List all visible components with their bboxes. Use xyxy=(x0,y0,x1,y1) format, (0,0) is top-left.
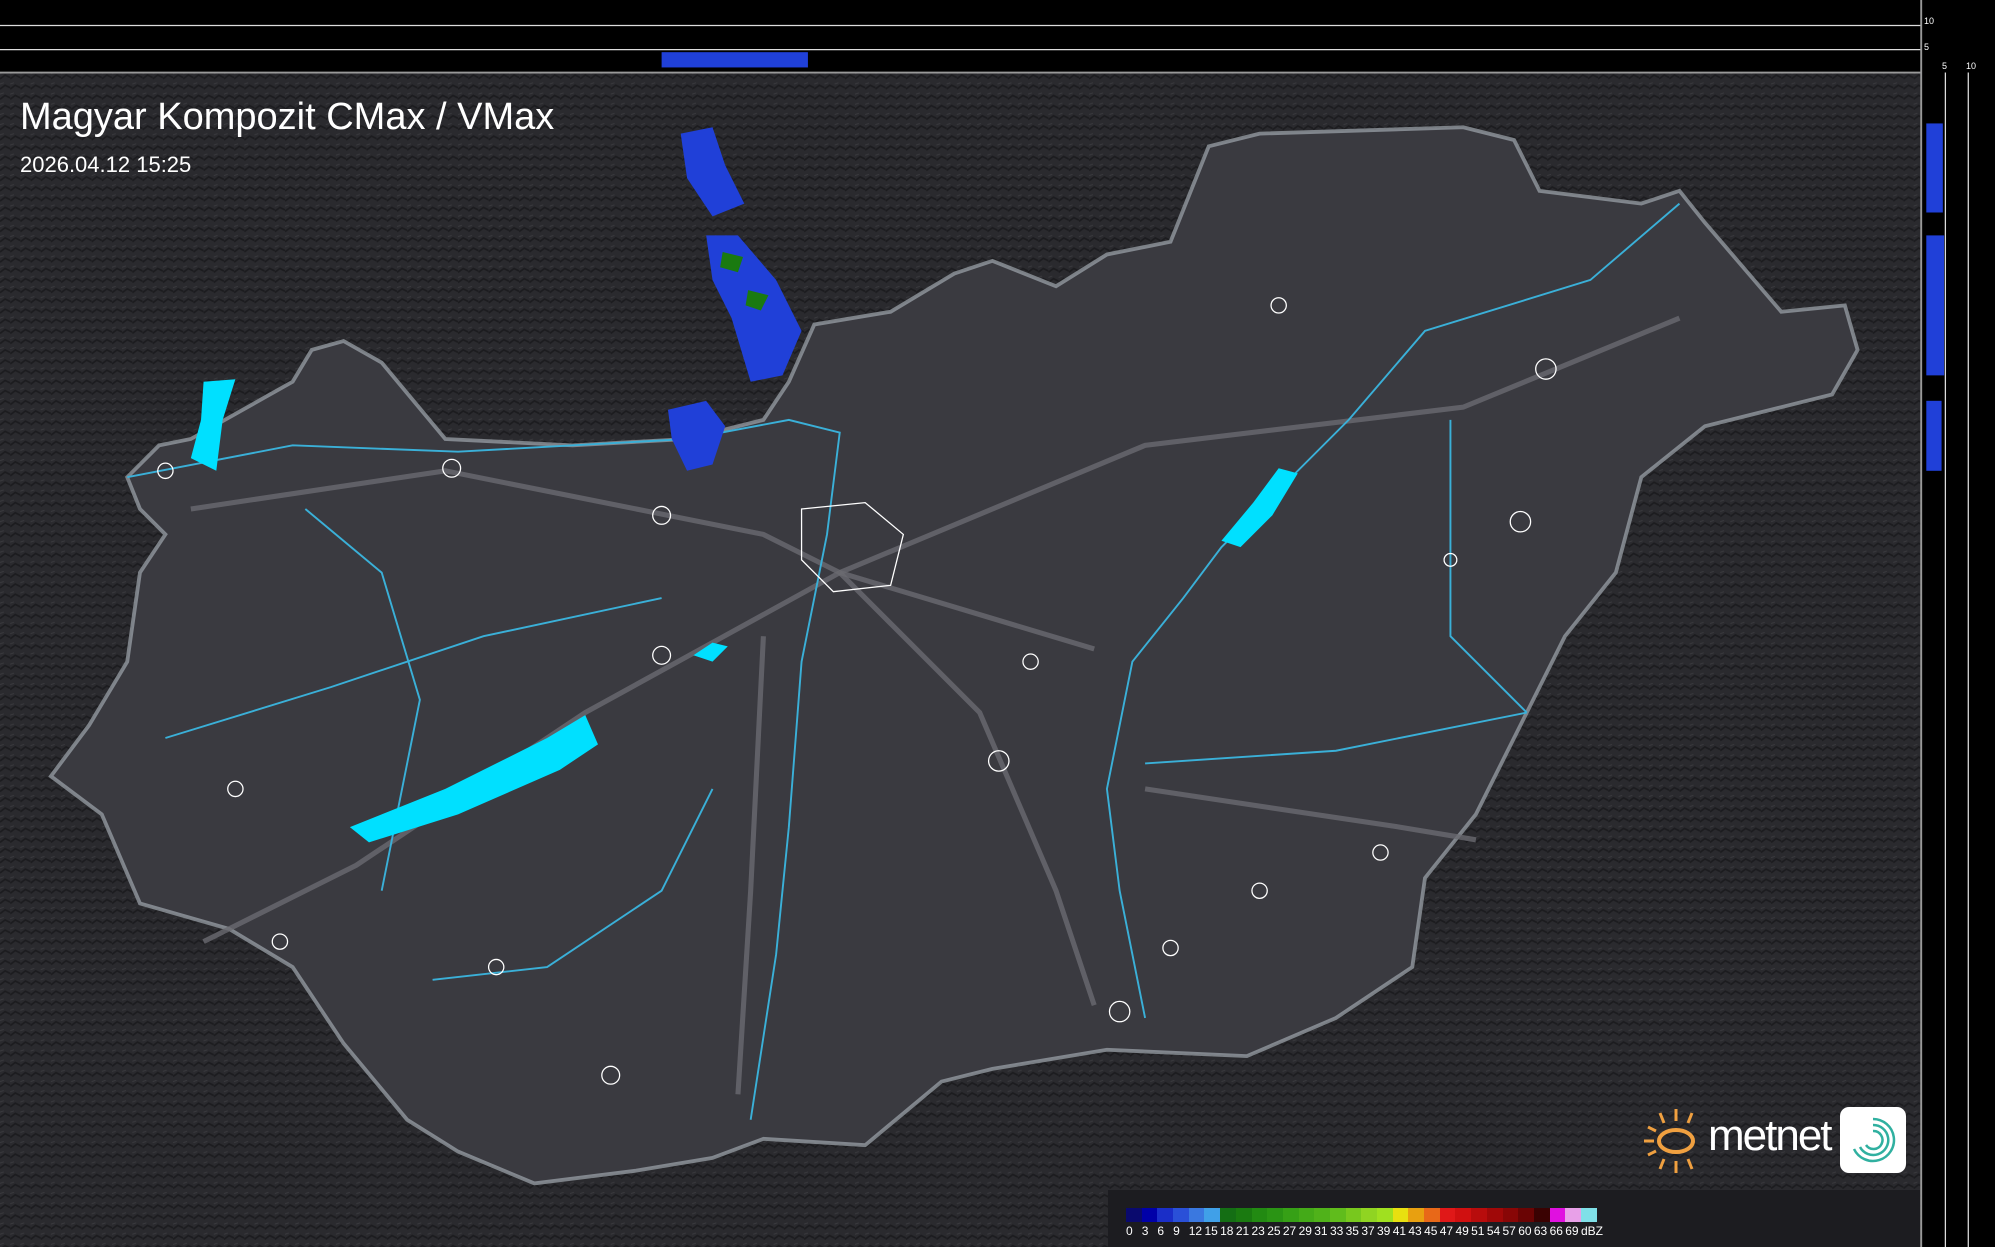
legend-swatch xyxy=(1471,1208,1487,1222)
legend-label: 57 xyxy=(1502,1224,1516,1238)
legend-color-bar xyxy=(1126,1208,1597,1222)
city-outlines xyxy=(157,297,1557,1085)
right-axis-tick: 10 xyxy=(1966,61,1977,71)
legend-swatch xyxy=(1565,1208,1581,1222)
legend-swatch xyxy=(1157,1208,1174,1222)
legend-swatch xyxy=(1298,1208,1315,1222)
hungary-country xyxy=(48,125,1860,1186)
legend-label: 12 xyxy=(1188,1224,1203,1238)
legend-label: 27 xyxy=(1282,1224,1297,1238)
legend-label: 54 xyxy=(1486,1224,1501,1238)
legend-swatch xyxy=(1408,1208,1425,1222)
sun-icon xyxy=(1644,1109,1695,1173)
legend-swatch xyxy=(1533,1208,1550,1222)
rivers xyxy=(127,202,1681,1120)
legend-label: 63 xyxy=(1533,1224,1548,1238)
legend-label: 21 xyxy=(1235,1224,1250,1238)
legend-label: 49 xyxy=(1455,1224,1469,1238)
legend-swatch xyxy=(1392,1208,1409,1222)
legend-swatch xyxy=(1235,1208,1252,1222)
legend-swatch xyxy=(1439,1208,1456,1222)
legend-label: 39 xyxy=(1377,1224,1391,1238)
legend-swatch xyxy=(1126,1208,1142,1222)
radar-echoes xyxy=(667,127,802,471)
legend-labels: 0 3 6 9 12 15 18 21 23 25 27 29 31 33 35 37 39 41 43 45 47 49… xyxy=(1126,1224,1603,1238)
legend-label: 15 xyxy=(1204,1224,1218,1238)
legend-label: 9 xyxy=(1173,1224,1180,1238)
lake-tisza xyxy=(1221,468,1298,548)
right-profile-echo xyxy=(1926,123,1945,471)
legend-label: 45 xyxy=(1424,1224,1438,1238)
legend-label: 25 xyxy=(1267,1224,1281,1238)
logo-brand-text: metnet xyxy=(1708,1111,1833,1160)
legend-label: 66 xyxy=(1549,1224,1563,1238)
legend-label: 47 xyxy=(1439,1224,1454,1238)
legend-swatch xyxy=(1204,1208,1221,1222)
lake-ferto xyxy=(190,379,236,471)
legend-swatch xyxy=(1267,1208,1283,1222)
legend-swatch xyxy=(1141,1208,1158,1222)
legend-label: 3 xyxy=(1141,1224,1149,1238)
legend-swatch xyxy=(1377,1208,1393,1222)
top-axis-tick: 10 xyxy=(1924,16,1935,26)
legend-label: 41 xyxy=(1392,1224,1407,1238)
legend-label: 35 xyxy=(1345,1224,1359,1238)
legend-label: 6 xyxy=(1157,1224,1165,1238)
legend-swatch xyxy=(1282,1208,1299,1222)
top-profile-panel xyxy=(0,0,1922,73)
legend-swatch xyxy=(1518,1208,1534,1222)
legend-label: 37 xyxy=(1361,1224,1375,1238)
lake-balaton xyxy=(349,715,598,843)
legend-label: 0 xyxy=(1126,1224,1133,1238)
legend-swatch xyxy=(1314,1208,1330,1222)
legend-swatch xyxy=(1549,1208,1566,1222)
legend-swatch xyxy=(1188,1208,1205,1222)
legend-label: 60 xyxy=(1518,1224,1532,1238)
metnet-logo: metnet xyxy=(1638,1105,1912,1175)
legend-swatch xyxy=(1502,1208,1519,1222)
legend-swatch xyxy=(1486,1208,1503,1222)
legend-label: 18 xyxy=(1220,1224,1234,1238)
legend-swatch xyxy=(1424,1208,1440,1222)
legend-swatch xyxy=(1455,1208,1472,1222)
legend-swatch xyxy=(1329,1208,1346,1222)
metnet-swirl-icon xyxy=(1840,1107,1906,1173)
lake-velence xyxy=(693,642,728,662)
legend-swatch xyxy=(1361,1208,1377,1222)
map-title: Magyar Kompozit CMax / VMax xyxy=(20,96,555,138)
legend-unit: dBZ xyxy=(1580,1224,1603,1238)
top-profile-echo xyxy=(661,52,808,68)
right-axis-tick: 5 xyxy=(1942,61,1948,71)
legend-swatch xyxy=(1251,1208,1268,1222)
legend-label: 69 xyxy=(1565,1224,1579,1238)
legend-swatch xyxy=(1173,1208,1189,1222)
legend-swatch xyxy=(1345,1208,1362,1222)
legend-label: 51 xyxy=(1471,1224,1485,1238)
legend-label: 33 xyxy=(1329,1224,1344,1238)
legend-label: 43 xyxy=(1408,1224,1422,1238)
top-axis-tick: 5 xyxy=(1924,42,1930,52)
legend-swatch xyxy=(1220,1208,1236,1222)
dbz-legend: 0 3 6 9 12 15 18 21 23 25 27 29 31 33 35 37 39 41 43 45 47 49… xyxy=(1108,1190,1920,1247)
lakes xyxy=(190,379,1298,843)
legend-swatch xyxy=(1580,1208,1597,1222)
legend-label: 31 xyxy=(1314,1224,1328,1238)
legend-label: 23 xyxy=(1251,1224,1265,1238)
legend-label: 29 xyxy=(1298,1224,1312,1238)
map-timestamp: 2026.04.12 15:25 xyxy=(20,152,192,177)
